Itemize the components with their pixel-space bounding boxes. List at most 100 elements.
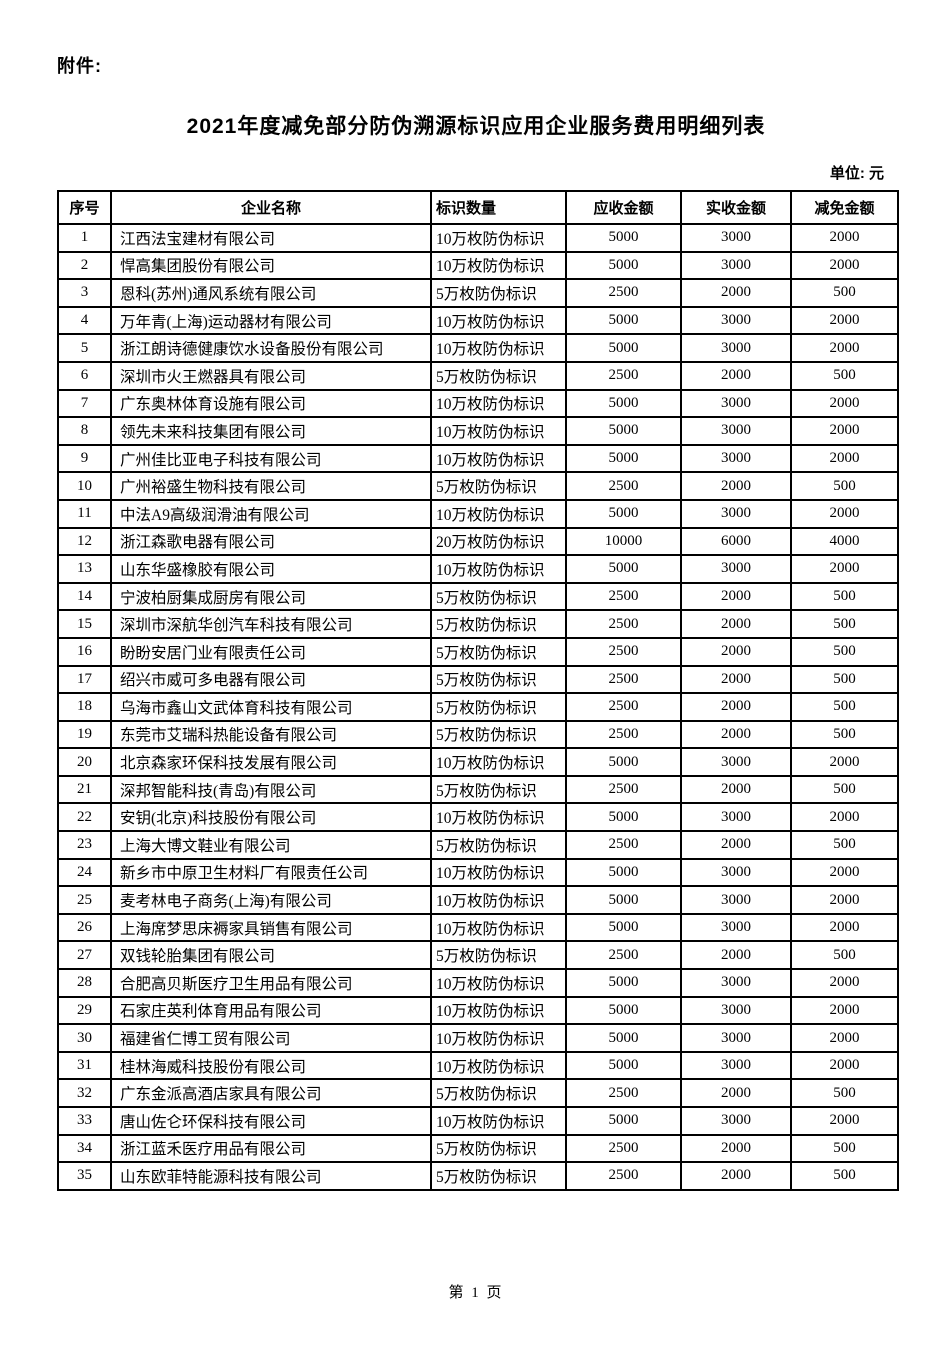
page-title: 2021年度减免部分防伪溯源标识应用企业服务费用明细列表 bbox=[186, 115, 766, 138]
cell-received: 3000 bbox=[680, 416, 792, 446]
cell-receivable: 5000 bbox=[565, 1050, 682, 1081]
cell-receivable: 2500 bbox=[565, 471, 682, 501]
cell-receivable: 5000 bbox=[565, 305, 682, 336]
cell-index: 28 bbox=[57, 968, 112, 998]
cell-quantity: 5万枚防伪标识 bbox=[430, 471, 567, 501]
cell-received: 3000 bbox=[680, 912, 792, 943]
cell-receivable: 10000 bbox=[565, 526, 682, 557]
table-row: 31 桂林海威科技股份有限公司 10万枚防伪标识 5000 3000 2000 bbox=[57, 1050, 899, 1081]
cell-index: 32 bbox=[57, 1078, 112, 1108]
cell-reduction: 500 bbox=[790, 830, 899, 860]
cell-received: 3000 bbox=[680, 498, 792, 529]
table-row: 3 恩科(苏州)通风系统有限公司 5万枚防伪标识 2500 2000 500 bbox=[57, 278, 899, 308]
cell-received: 3000 bbox=[680, 802, 792, 833]
table-row: 17 绍兴市威可多电器有限公司 5万枚防伪标识 2500 2000 500 bbox=[57, 664, 899, 695]
cell-receivable: 5000 bbox=[565, 747, 682, 777]
cell-received: 2000 bbox=[680, 636, 792, 667]
cell-company: 广州裕盛生物科技有限公司 bbox=[110, 471, 432, 501]
cell-company: 恩科(苏州)通风系统有限公司 bbox=[110, 278, 432, 308]
cell-index: 5 bbox=[57, 333, 112, 363]
cell-quantity: 10万枚防伪标识 bbox=[430, 802, 567, 833]
cell-received: 2000 bbox=[680, 940, 792, 971]
table-row: 25 麦考林电子商务(上海)有限公司 10万枚防伪标识 5000 3000 20… bbox=[57, 885, 899, 915]
cell-company: 广州佳比亚电子科技有限公司 bbox=[110, 443, 432, 474]
cell-index: 30 bbox=[57, 1023, 112, 1053]
cell-quantity: 10万枚防伪标识 bbox=[430, 857, 567, 888]
cell-index: 17 bbox=[57, 664, 112, 695]
cell-quantity: 5万枚防伪标识 bbox=[430, 1078, 567, 1108]
cell-received: 3000 bbox=[680, 885, 792, 915]
cell-receivable: 2500 bbox=[565, 774, 682, 805]
cell-company: 悍高集团股份有限公司 bbox=[110, 250, 432, 281]
column-header-quantity: 标识数量 bbox=[430, 190, 567, 225]
cell-receivable: 2500 bbox=[565, 1133, 682, 1164]
cell-company: 广东奥林体育设施有限公司 bbox=[110, 388, 432, 419]
cell-quantity: 5万枚防伪标识 bbox=[430, 692, 567, 722]
cell-quantity: 10万枚防伪标识 bbox=[430, 498, 567, 529]
cell-received: 3000 bbox=[680, 554, 792, 584]
cell-company: 石家庄英利体育用品有限公司 bbox=[110, 995, 432, 1026]
cell-received: 2000 bbox=[680, 1133, 792, 1164]
table-row: 35 山东欧菲特能源科技有限公司 5万枚防伪标识 2500 2000 500 bbox=[57, 1161, 899, 1191]
cell-receivable: 5000 bbox=[565, 1106, 682, 1136]
cell-receivable: 5000 bbox=[565, 857, 682, 888]
cell-company: 福建省仁博工贸有限公司 bbox=[110, 1023, 432, 1053]
cell-reduction: 2000 bbox=[790, 250, 899, 281]
cell-company: 安钥(北京)科技股份有限公司 bbox=[110, 802, 432, 833]
cell-reduction: 2000 bbox=[790, 333, 899, 363]
cell-quantity: 10万枚防伪标识 bbox=[430, 968, 567, 998]
cell-received: 2000 bbox=[680, 664, 792, 695]
cell-quantity: 10万枚防伪标识 bbox=[430, 443, 567, 474]
cell-index: 23 bbox=[57, 830, 112, 860]
column-header-index: 序号 bbox=[57, 190, 112, 225]
cell-reduction: 500 bbox=[790, 471, 899, 501]
cell-reduction: 2000 bbox=[790, 968, 899, 998]
cell-received: 3000 bbox=[680, 747, 792, 777]
cell-receivable: 2500 bbox=[565, 692, 682, 722]
cell-quantity: 10万枚防伪标识 bbox=[430, 912, 567, 943]
cell-index: 4 bbox=[57, 305, 112, 336]
cell-company: 浙江朗诗德健康饮水设备股份有限公司 bbox=[110, 333, 432, 363]
cell-receivable: 5000 bbox=[565, 1023, 682, 1053]
cell-index: 16 bbox=[57, 636, 112, 667]
cell-quantity: 5万枚防伪标识 bbox=[430, 774, 567, 805]
cell-reduction: 500 bbox=[790, 609, 899, 639]
cell-reduction: 2000 bbox=[790, 857, 899, 888]
cell-company: 深邦智能科技(青岛)有限公司 bbox=[110, 774, 432, 805]
cell-receivable: 5000 bbox=[565, 388, 682, 419]
cell-received: 3000 bbox=[680, 305, 792, 336]
cell-quantity: 10万枚防伪标识 bbox=[430, 333, 567, 363]
cell-receivable: 5000 bbox=[565, 250, 682, 281]
table-row: 26 上海席梦思床褥家具销售有限公司 10万枚防伪标识 5000 3000 20… bbox=[57, 912, 899, 943]
cell-receivable: 2500 bbox=[565, 664, 682, 695]
attachment-label: 附件: bbox=[57, 56, 102, 76]
cell-received: 3000 bbox=[680, 995, 792, 1026]
cell-received: 3000 bbox=[680, 250, 792, 281]
table-row: 12 浙江森歌电器有限公司 20万枚防伪标识 10000 6000 4000 bbox=[57, 526, 899, 557]
cell-receivable: 5000 bbox=[565, 968, 682, 998]
cell-company: 盼盼安居门业有限责任公司 bbox=[110, 636, 432, 667]
column-header-company: 企业名称 bbox=[110, 190, 432, 225]
cell-company: 浙江蓝禾医疗用品有限公司 bbox=[110, 1133, 432, 1164]
cell-receivable: 5000 bbox=[565, 333, 682, 363]
cell-quantity: 20万枚防伪标识 bbox=[430, 526, 567, 557]
cell-index: 24 bbox=[57, 857, 112, 888]
cell-quantity: 10万枚防伪标识 bbox=[430, 995, 567, 1026]
cell-reduction: 2000 bbox=[790, 305, 899, 336]
table-row: 15 深圳市深航华创汽车科技有限公司 5万枚防伪标识 2500 2000 500 bbox=[57, 609, 899, 639]
cell-company: 广东金派高酒店家具有限公司 bbox=[110, 1078, 432, 1108]
cell-quantity: 10万枚防伪标识 bbox=[430, 388, 567, 419]
cell-receivable: 2500 bbox=[565, 636, 682, 667]
cell-company: 麦考林电子商务(上海)有限公司 bbox=[110, 885, 432, 915]
cell-company: 桂林海威科技股份有限公司 bbox=[110, 1050, 432, 1081]
unit-label: 单位: 元 bbox=[829, 165, 884, 182]
cell-reduction: 500 bbox=[790, 940, 899, 971]
cell-receivable: 2500 bbox=[565, 609, 682, 639]
cell-index: 14 bbox=[57, 581, 112, 612]
table-row: 11 中法A9高级润滑油有限公司 10万枚防伪标识 5000 3000 2000 bbox=[57, 498, 899, 529]
cell-index: 26 bbox=[57, 912, 112, 943]
cell-received: 3000 bbox=[680, 443, 792, 474]
table-row: 30 福建省仁博工贸有限公司 10万枚防伪标识 5000 3000 2000 bbox=[57, 1023, 899, 1053]
cell-index: 9 bbox=[57, 443, 112, 474]
cell-company: 唐山佐仑环保科技有限公司 bbox=[110, 1106, 432, 1136]
